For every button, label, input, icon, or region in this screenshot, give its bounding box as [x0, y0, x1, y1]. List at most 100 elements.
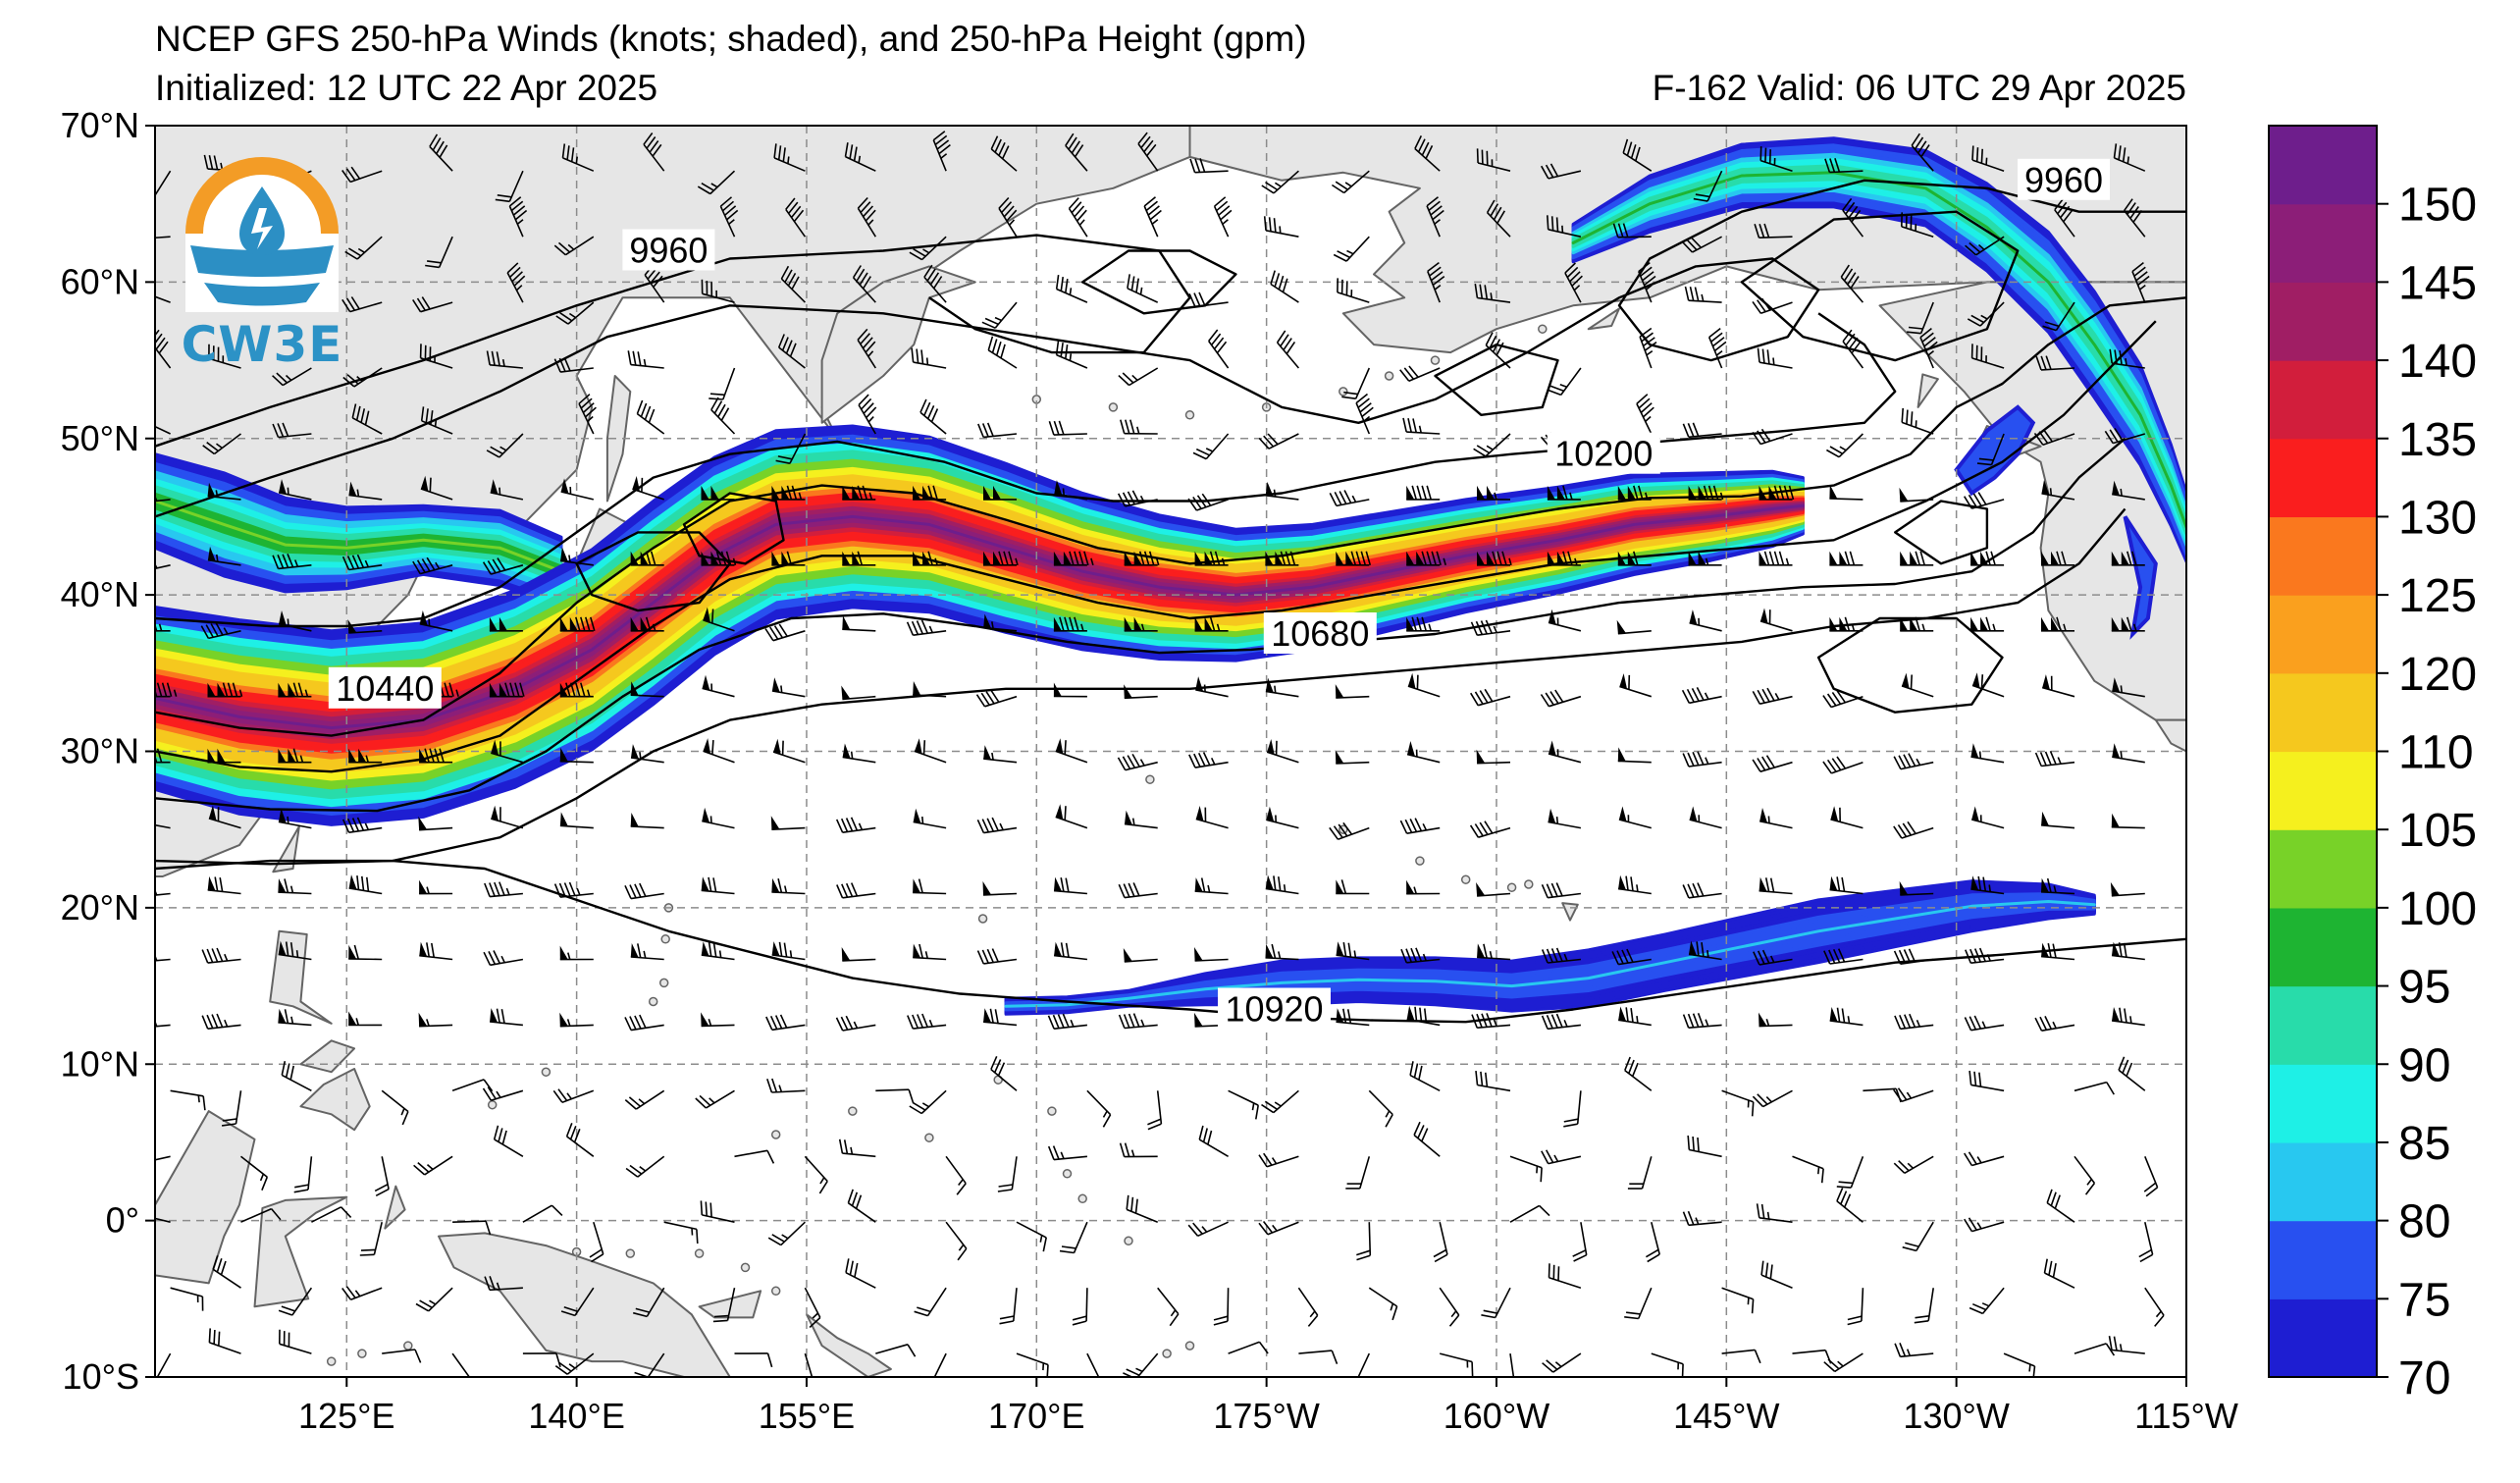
barb-full	[712, 942, 717, 958]
barb-half	[643, 950, 647, 959]
island-15	[1145, 774, 1155, 784]
barb-staff	[348, 564, 383, 571]
barb-staff	[356, 236, 383, 260]
barb-full	[907, 1344, 917, 1357]
wind-barb	[452, 1220, 492, 1236]
barb-staff	[155, 823, 171, 829]
barb-flag	[915, 738, 922, 755]
barb-staff	[494, 1139, 524, 1157]
island-1	[658, 978, 669, 988]
barb-staff	[382, 1349, 416, 1354]
wind-barb	[348, 481, 383, 501]
barb-full	[1072, 1320, 1087, 1326]
wind-barb	[919, 1352, 947, 1377]
barb-full	[565, 682, 571, 697]
wind-barb	[906, 619, 947, 636]
wind-barb	[278, 878, 312, 895]
barb-full	[769, 1015, 778, 1030]
colorbar-label: 75	[2398, 1274, 2450, 1326]
barb-staff	[913, 630, 947, 636]
barb-staff	[155, 345, 172, 369]
barb-staff	[593, 1221, 604, 1255]
island-29	[487, 1099, 498, 1110]
barb-half	[940, 153, 948, 159]
barb-full	[573, 1129, 581, 1143]
barb-flag	[358, 748, 367, 763]
barb-flag	[913, 485, 921, 500]
barb-full	[917, 1306, 931, 1313]
island-26	[1384, 371, 1394, 381]
barb-full	[208, 1328, 211, 1343]
wind-barb	[913, 943, 947, 961]
barb-staff	[208, 357, 241, 369]
wind-barb	[997, 1156, 1018, 1192]
barb-full	[997, 1062, 1006, 1077]
barb-full	[1006, 209, 1018, 222]
barb-flag	[702, 807, 710, 823]
wind-barb	[766, 1078, 806, 1093]
land-mindanao	[299, 1068, 371, 1132]
barb-full	[487, 1086, 497, 1100]
barb-full	[1057, 1014, 1065, 1029]
barb-half	[587, 689, 591, 697]
barb-staff	[842, 1152, 876, 1158]
barb-staff	[635, 1089, 665, 1110]
barb-flag	[630, 681, 639, 696]
barb-full	[432, 137, 442, 151]
barb-staff	[491, 1089, 524, 1101]
wind-barb	[451, 1079, 494, 1092]
land-new-guinea	[438, 1232, 731, 1377]
wind-barb	[483, 950, 524, 967]
barb-full	[859, 272, 868, 286]
barb-staff	[780, 278, 806, 303]
island-22	[1108, 402, 1119, 412]
wind-barb	[764, 623, 806, 642]
barb-flag	[770, 816, 780, 830]
barb-full	[793, 209, 805, 223]
island-30	[541, 1067, 551, 1077]
barb-staff	[842, 756, 876, 764]
barb-full	[500, 1009, 505, 1024]
island-28	[1538, 324, 1548, 334]
barb-flag	[781, 551, 790, 565]
barb-staff	[726, 1288, 736, 1321]
barb-full	[855, 1194, 863, 1209]
barb-full	[1061, 1245, 1076, 1249]
island-2	[660, 934, 670, 944]
island-4	[770, 1130, 781, 1139]
barb-full	[1052, 1014, 1060, 1030]
barb-flag	[701, 551, 709, 565]
barb-flag	[913, 551, 921, 565]
barb-half	[858, 822, 864, 830]
barb-full	[297, 682, 304, 697]
barb-flag	[983, 745, 992, 760]
barb-full	[835, 819, 844, 833]
barb-full	[555, 1352, 561, 1368]
barb-staff	[771, 826, 806, 830]
barb-half	[223, 627, 229, 635]
barb-flag	[983, 613, 992, 629]
barb-staff	[804, 1352, 814, 1377]
barb-full	[909, 1105, 922, 1115]
barb-full	[584, 406, 597, 418]
barb-staff	[559, 892, 594, 898]
barb-full	[909, 251, 922, 261]
barb-full	[840, 1016, 849, 1031]
barb-flag	[569, 616, 578, 631]
barb-half	[501, 358, 505, 367]
wind-barb	[772, 738, 806, 764]
barb-full	[277, 555, 285, 569]
barb-staff	[734, 1149, 768, 1158]
wind-barb	[734, 1352, 773, 1368]
wind-barb	[804, 1352, 814, 1377]
colorbar-label: 105	[2398, 805, 2477, 857]
colorbar-swatch	[2269, 829, 2377, 909]
land-new-britain	[698, 1290, 762, 1319]
barb-full	[289, 942, 294, 957]
barb-full	[724, 205, 737, 216]
barb-staff	[643, 143, 665, 172]
barb-full	[713, 400, 723, 414]
barb-full	[976, 819, 985, 833]
barb-full	[766, 1352, 773, 1368]
